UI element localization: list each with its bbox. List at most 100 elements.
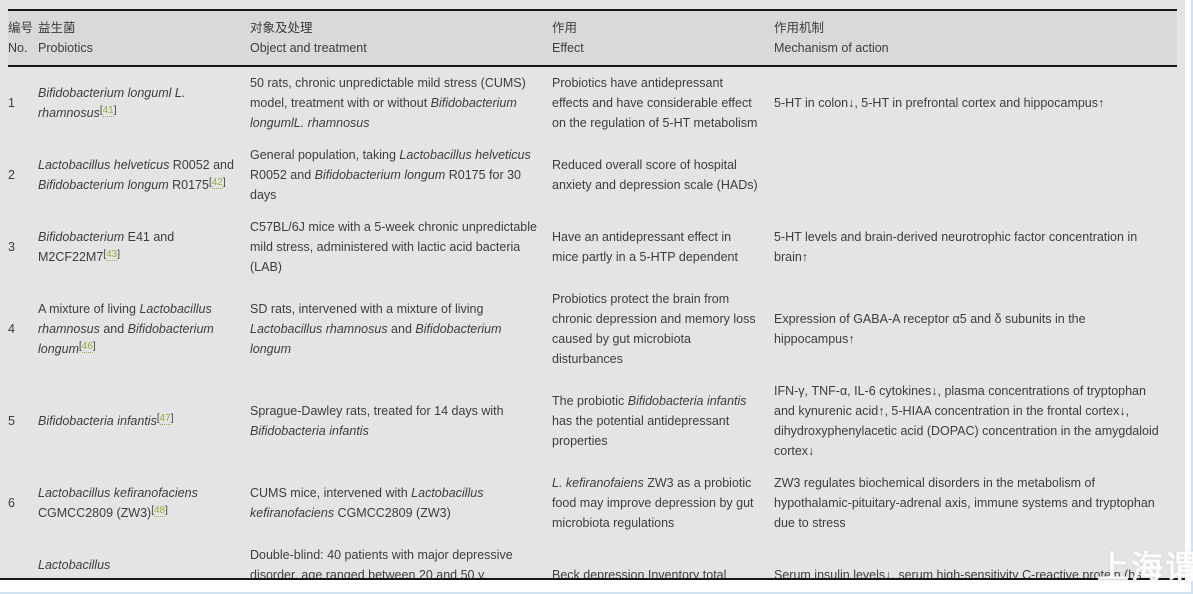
cell-probiotics: Bifidobacterium E41 and M2CF22M7[43] [38,211,250,283]
header-probiotics-zh: 益生菌 [38,21,76,35]
text-segment: ZW3 regulates biochemical disorders in t… [774,476,1155,530]
header-mechanism: 作用机制 Mechanism of action [774,10,1177,67]
cell-mechanism: Expression of GABA-A receptor α5 and δ s… [774,283,1177,375]
cell-treatment: C57BL/6J mice with a 5-week chronic unpr… [250,211,552,283]
citation-number[interactable]: 43 [106,249,118,261]
cell-probiotics: Bifidobacterium longuml L. rhamnosus[41] [38,66,250,139]
header-treatment: 对象及处理 Object and treatment [250,10,552,67]
citation-ref[interactable]: [42] [208,177,226,189]
table-row: 1 Bifidobacterium longuml L. rhamnosus[41… [8,66,1177,139]
species-name: Bifidobacterium longum [38,178,169,192]
text-segment: The probiotic [552,394,628,408]
probiotics-table-container: 编号 No. 益生菌 Probiotics 对象及处理 Object and t… [0,0,1185,580]
cell-probiotics: Lactobacillus helveticus R0052 and Bifid… [38,139,250,211]
text-segment: and [99,322,128,336]
text-segment: Double-blind: 40 patients with major dep… [250,548,513,580]
text-segment: CGMCC2809 (ZW3) [38,506,152,520]
citation-number[interactable]: 48 [154,505,166,517]
species-name: Lactobacillus kefiranofaciens [250,486,484,520]
header-no-zh: 编号 [8,21,34,35]
text-segment: CGMCC2809 (ZW3) [334,506,451,520]
cell-probiotics: Lactobacillus kefiranofaciens CGMCC2809 … [38,467,250,539]
header-effect: 作用 Effect [552,10,774,67]
species-name: Lactobacillus helveticus [38,158,170,172]
table-row: 3 Bifidobacterium E41 and M2CF22M7[43] C57… [8,211,1177,283]
cell-no: 2 [8,168,15,182]
species-name: Bifidobacterium longum [314,168,446,182]
text-segment: 5-HT in colon↓, 5-HT in prefrontal corte… [774,96,1105,110]
cell-no: 1 [8,96,15,110]
header-no: 编号 No. [8,10,38,67]
citation-number[interactable]: 47 [159,413,171,425]
text-segment: General population, taking [250,148,400,162]
citation-number[interactable]: 42 [211,177,223,189]
species-name: Bifidobacteria infantis [250,424,369,438]
species-name: Bifidobacterium [38,230,125,244]
text-segment: 50 rats, chronic unpredictable mild stre… [250,76,526,110]
header-no-en: No. [8,41,28,55]
cell-effect: The probiotic Bifidobacteria infantis ha… [552,375,774,467]
species-name: Bifidobacteria infantis [38,414,157,428]
cell-mechanism: 5-HT in colon↓, 5-HT in prefrontal corte… [774,66,1177,139]
text-segment: C57BL/6J mice with a 5-week chronic unpr… [250,220,537,274]
cell-treatment: General population, taking Lactobacillus… [250,139,552,211]
citation-ref[interactable]: [46] [79,341,96,353]
text-segment: Sprague-Dawley rats, treated for 14 days… [250,404,504,418]
citation-ref[interactable]: [41] [99,105,117,117]
header-effect-en: Effect [552,41,584,55]
text-segment: Expression of GABA-A receptor α5 and δ s… [774,312,1086,346]
species-name: L. kefiranofaiens [552,476,644,490]
species-name: Lactobacillus rhamnosus [250,322,388,336]
text-segment: SD rats, intervened with a mixture of li… [250,302,484,316]
species-name: Lactobacillus kefiranofaciens [38,486,198,500]
cell-effect: Have an antidepressant effect in mice pa… [552,211,774,283]
cell-no: 4 [8,322,15,336]
citation-number[interactable]: 46 [81,341,93,353]
cell-treatment: 50 rats, chronic unpredictable mild stre… [250,66,552,139]
header-probiotics: 益生菌 Probiotics [38,10,250,67]
table-row: 7Lactobacillus acidophilus/Lactobacillus… [8,539,1177,580]
cell-effect: Beck depression Inventory total scores↓ [552,539,774,578]
cell-treatment: SD rats, intervened with a mixture of li… [250,283,552,375]
cell-no: 5 [8,414,15,428]
cell-effect: Probiotics have antidepressant effects a… [552,66,774,139]
cell-effect: L. kefiranofaiens ZW3 as a probiotic foo… [552,467,774,539]
species-name: Bifidobacterium longum [250,322,502,356]
text-segment: Probiotics protect the brain from chroni… [552,292,756,366]
cell-mechanism [774,139,1177,211]
species-name: Lactobacillus helveticus [399,148,531,162]
cell-treatment: Sprague-Dawley rats, treated for 14 days… [250,375,552,467]
text-segment: Probiotics have antidepressant effects a… [552,76,758,130]
citation-ref[interactable]: [47] [156,413,174,425]
species-name: Lactobacillus acidophilus/Lactobacillus … [38,558,111,572]
text-segment: R0175 for 30 days [250,168,522,202]
species-name: Bifidobacterium longuml L. rhamnosus [38,86,186,120]
header-mechanism-en: Mechanism of action [774,41,889,55]
text-segment: Have an antidepressant effect in mice pa… [552,230,738,264]
table-body: 1 Bifidobacterium longuml L. rhamnosus[41… [8,66,1177,580]
cell-no: 3 [8,240,15,254]
header-mechanism-zh: 作用机制 [774,21,825,35]
species-name: Bifidobacterium longum [38,322,214,356]
text-segment: Serum insulin levels↓, serum high-sensit… [774,568,1146,580]
table-row: 6 Lactobacillus kefiranofaciens CGMCC2809… [8,467,1177,539]
text-segment: and [387,322,416,336]
citation-ref[interactable]: [48] [151,505,168,517]
table-row: 5 Bifidobacteria infantis[47] Sprague-Dawl… [8,375,1177,467]
cell-treatment: CUMS mice, intervened with Lactobacillus… [250,467,552,539]
text-segment: ZW3 as a probiotic food may improve depr… [552,476,754,530]
cell-probiotics: Lactobacillus acidophilus/Lactobacillus … [38,539,250,578]
cell-no: 6 [8,496,15,510]
header-treatment-en: Object and treatment [250,41,367,55]
citation-ref[interactable]: [43] [103,249,120,261]
cell-mechanism: Serum insulin levels↓, serum high-sensit… [774,539,1177,580]
cell-mechanism: 5-HT levels and brain-derived neurotroph… [774,211,1177,283]
text-segment: IFN-γ, TNF-α, IL-6 cytokines↓, plasma co… [774,384,1159,458]
citation-number[interactable]: 41 [102,105,114,117]
species-name: Lactobacillus rhamnosus [38,302,212,336]
text-segment: 5-HT levels and brain-derived neurotroph… [774,230,1138,264]
header-treatment-zh: 对象及处理 [250,21,313,35]
cell-mechanism: IFN-γ, TNF-α, IL-6 cytokines↓, plasma co… [774,375,1177,467]
text-segment: E41 and M2CF22M7 [38,230,175,264]
cell-no: 7 [8,539,38,578]
